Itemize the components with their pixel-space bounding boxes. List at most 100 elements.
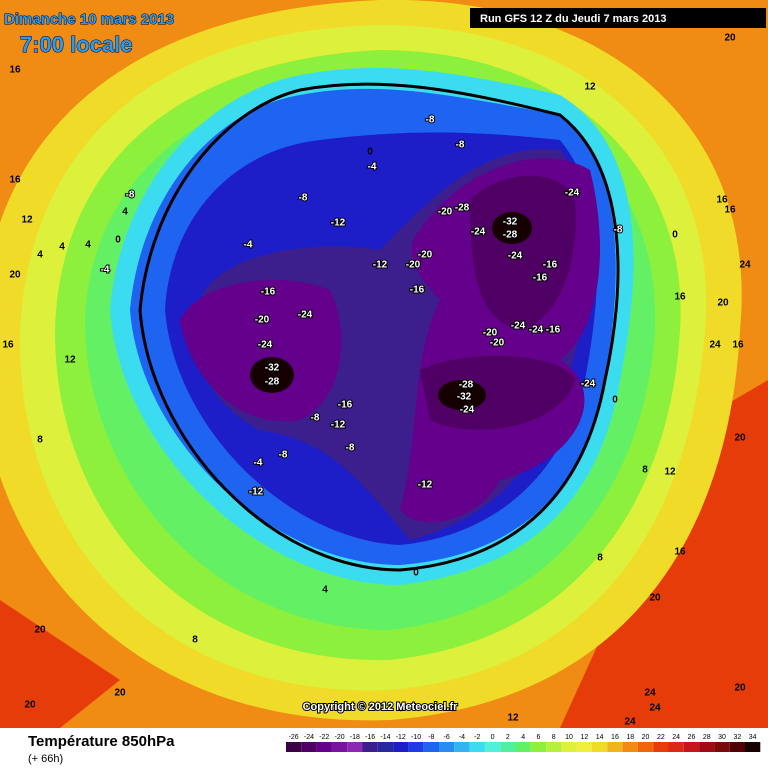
map-labels: 16 16 12 20 16 12 20 20 -8 4 4 0 -4 -4 -8 -12 -12 -8 -8 0 -4… (2, 20, 751, 728)
colorbar-swatch (515, 742, 531, 752)
contour-label: -8 (279, 450, 288, 461)
contour-label: 16 (674, 292, 686, 303)
colorbar-label: -18 (350, 734, 360, 741)
colorbar-swatch (607, 742, 623, 752)
contour-label: 16 (732, 340, 744, 351)
colorbar-label: -26 (289, 734, 299, 741)
time: 7:00 locale (20, 32, 133, 57)
colorbar-swatch (286, 742, 302, 752)
colorbar-swatch (699, 742, 715, 752)
contour-label: -24 (511, 321, 526, 332)
contour-label: 0 (115, 235, 121, 246)
contour-label: -8 (126, 190, 135, 201)
colorbar-label: 6 (536, 734, 540, 741)
contour-label: -4 (101, 265, 110, 276)
contour-label: -12 (418, 480, 433, 491)
contour-label: 20 (24, 700, 36, 711)
contour-label: -8 (346, 443, 355, 454)
contour-label: -4 (244, 240, 253, 251)
contour-label: -12 (331, 420, 346, 431)
contour-label: -12 (249, 487, 264, 498)
colorbar-swatch (423, 742, 439, 752)
colorbar-label: 2 (506, 734, 510, 741)
contour-label: 4 (322, 585, 328, 596)
colorbar-swatch (484, 742, 501, 752)
contour-label: -16 (338, 400, 353, 411)
contour-label: 20 (734, 433, 746, 444)
contour-label: -20 (490, 338, 505, 349)
contour-label: -4 (368, 162, 377, 173)
colorbar-label: -14 (380, 734, 390, 741)
colorbar-label: 20 (642, 734, 650, 741)
colorbar-swatch (592, 742, 608, 752)
colorbar-label: 16 (611, 734, 619, 741)
contour-label: 4 (59, 242, 65, 253)
contour-label: -28 (455, 203, 470, 214)
contour-label: 12 (21, 215, 33, 226)
colorbar-swatch (546, 742, 562, 752)
contour-label: -8 (426, 115, 435, 126)
colorbar-label: -12 (396, 734, 406, 741)
contour-label: -8 (299, 193, 308, 204)
colorbar-swatch (745, 742, 761, 752)
contour-label: -24 (298, 310, 313, 321)
colorbar-label: 30 (718, 734, 726, 741)
contour-label: -28 (503, 230, 518, 241)
colorbar-swatch (316, 742, 332, 752)
colorbar-swatch (683, 742, 700, 752)
contour-label: -32 (503, 217, 518, 228)
contour-label: -20 (483, 328, 498, 339)
colorbar-label: 34 (749, 734, 757, 741)
contour-label: -28 (265, 377, 280, 388)
colorbar-swatch (362, 742, 378, 752)
colorbar: -26 -24 -22 -20 -18 -16 -14 -12 -10 -8 -6 -4 -2 0 2 4 6 8… (286, 734, 761, 752)
colorbar-label: -24 (304, 734, 314, 741)
contour-label: -16 (546, 325, 561, 336)
map (0, 0, 768, 728)
contour-label: 16 (9, 65, 21, 76)
colorbar-label: -2 (474, 734, 480, 741)
colorbar-label: 10 (565, 734, 573, 741)
colorbar-label: -6 (444, 734, 450, 741)
run-box (470, 8, 766, 28)
colorbar-swatch (439, 742, 455, 752)
contour-label: -20 (418, 250, 433, 261)
colorbar-label: 0 (491, 734, 495, 741)
colorbar-label: -22 (319, 734, 329, 741)
colorbar-label: -8 (428, 734, 434, 741)
colorbar-label: -4 (459, 734, 465, 741)
field-title: Température 850hPa (28, 733, 175, 750)
date: Dimanche 10 mars 2013 (4, 11, 174, 28)
colorbar-label: -16 (365, 734, 375, 741)
contour-label: -16 (543, 260, 558, 271)
colorbar-swatch (408, 742, 424, 752)
contour-label: -32 (265, 363, 280, 374)
colorbar-swatch (500, 742, 516, 752)
contour-label: 24 (709, 340, 721, 351)
colorbar-swatch (530, 742, 547, 752)
contour-label: 8 (642, 465, 648, 476)
contour-label: -8 (456, 140, 465, 151)
colorbar-swatch (561, 742, 577, 752)
contour-label: -12 (373, 260, 388, 271)
colorbar-label: 26 (688, 734, 696, 741)
contour-label: 8 (192, 635, 198, 646)
contour-label: 0 (672, 230, 678, 241)
colorbar-label: 4 (521, 734, 525, 741)
colorbar-swatch (668, 742, 684, 752)
colorbar-label: 18 (626, 734, 634, 741)
colorbar-swatch (622, 742, 638, 752)
contour-label: -8 (614, 225, 623, 236)
colorbar-swatch (377, 742, 394, 752)
contour-label: -4 (254, 458, 263, 469)
contour-label: -20 (406, 260, 421, 271)
contour-label: -20 (438, 207, 453, 218)
contour-label: 20 (9, 270, 21, 281)
contour-label: -28 (459, 380, 474, 391)
colorbar-label: 12 (580, 734, 588, 741)
contour-label: 8 (597, 553, 603, 564)
contour-label: 4 (37, 250, 43, 261)
colorbar-swatch (653, 742, 669, 752)
contour-label: 12 (584, 82, 596, 93)
